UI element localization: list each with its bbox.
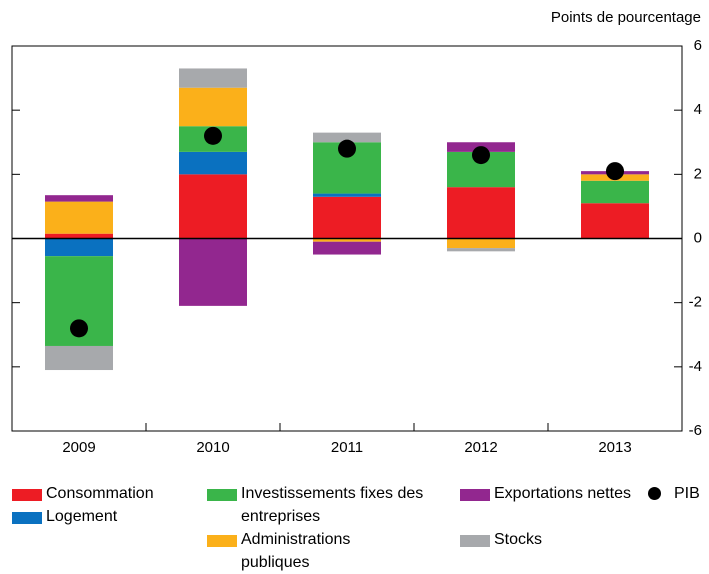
bar-segment	[179, 87, 247, 127]
y-axis-label: Points de pourcentage	[551, 9, 701, 26]
x-tick-label: 2012	[464, 439, 497, 456]
bar-segment	[447, 248, 515, 252]
legend-swatch	[460, 535, 490, 547]
legend-label: Administrations publiques	[241, 531, 351, 571]
y-tick-label: -4	[689, 358, 702, 375]
bar-segment	[45, 201, 113, 234]
x-tick-label: 2010	[196, 439, 229, 456]
y-tick-label: 2	[694, 165, 702, 182]
marker	[338, 139, 356, 158]
x-tick-label: 2011	[331, 439, 363, 456]
bar-segment	[581, 203, 649, 239]
bar-segment	[179, 174, 247, 239]
y-tick-label: 0	[694, 229, 702, 246]
bar-segment	[179, 68, 247, 88]
bar-segment	[179, 151, 247, 175]
y-tick-label: -6	[689, 422, 702, 439]
bar-segment	[179, 238, 247, 306]
bar-segment	[313, 241, 381, 255]
bar-segment	[581, 180, 649, 204]
marker	[204, 126, 222, 145]
legend-marker	[648, 487, 661, 500]
legend-swatch	[207, 489, 237, 501]
bar-segment	[313, 196, 381, 239]
legend-swatch	[207, 535, 237, 547]
legend-label: Exportations nettes	[494, 485, 631, 502]
bar-segment	[45, 238, 113, 257]
legend-swatch	[460, 489, 490, 501]
bar-segment	[45, 195, 113, 202]
x-tick-label: 2009	[62, 439, 95, 456]
legend-label: PIB	[674, 485, 700, 502]
bar-segment	[313, 132, 381, 143]
y-tick-label: -2	[689, 294, 702, 311]
y-tick-label: 4	[694, 101, 702, 118]
legend-label: Logement	[46, 508, 118, 525]
bar-segment	[313, 193, 381, 197]
x-tick-label: 2013	[598, 439, 631, 456]
marker	[606, 162, 624, 181]
bar-segment	[447, 187, 515, 239]
marker	[472, 146, 490, 165]
legend-label: Consommation	[46, 485, 154, 502]
bar-segment	[45, 233, 113, 239]
bar-segment	[45, 345, 113, 371]
bar-segment	[313, 238, 381, 242]
y-tick-label: 6	[694, 37, 702, 54]
legend-label: Stocks	[494, 531, 543, 548]
legend-label: Investissements fixes des entreprises	[241, 485, 424, 525]
marker	[70, 319, 88, 338]
bar-segment	[447, 238, 515, 249]
legend-swatch	[12, 489, 42, 501]
legend-swatch	[12, 512, 42, 524]
plot-frame	[11, 45, 683, 432]
